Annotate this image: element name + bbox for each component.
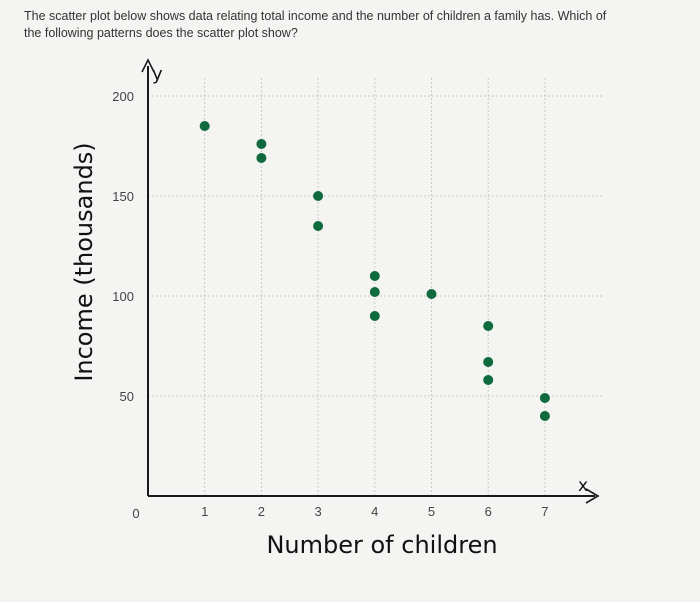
x-tick-label: 1 [201, 504, 208, 519]
x-tick-label: 2 [258, 504, 265, 519]
data-point [256, 139, 267, 149]
origin-label: 0 [132, 506, 139, 521]
x-tick-label: 4 [371, 504, 378, 519]
data-point [539, 411, 550, 421]
data-point [483, 375, 494, 385]
y-tick-label: 200 [112, 89, 134, 104]
x-tick-label: 7 [541, 504, 548, 519]
data-point [313, 191, 324, 201]
grid-lines [148, 78, 603, 496]
data-point [539, 393, 550, 403]
x-tick-label: 5 [428, 504, 435, 519]
y-tick-label: 100 [112, 289, 134, 304]
data-point [369, 271, 380, 281]
x-axis-symbol: x [578, 476, 588, 496]
y-tick-label: 50 [120, 389, 134, 404]
data-point [369, 287, 380, 297]
data-point [199, 121, 210, 131]
y-axis-symbol: y [152, 64, 163, 85]
axes [141, 58, 600, 504]
x-axis-arrow [585, 488, 600, 504]
data-point [483, 357, 494, 367]
data-point [313, 221, 324, 231]
y-axis-title: Income (thousands) [70, 142, 98, 381]
data-points [199, 121, 550, 421]
data-point [369, 311, 380, 321]
question-text: The scatter plot below shows data relati… [24, 9, 607, 40]
data-point [483, 321, 494, 331]
y-tick-label: 150 [112, 189, 134, 204]
x-tick-label: 3 [314, 504, 321, 519]
x-axis-title: Number of children [266, 531, 497, 559]
data-point [426, 289, 437, 299]
y-axis-arrow [141, 58, 155, 73]
tick-labels: 1 2 3 4 5 6 7 50 100 150 200 [112, 89, 548, 519]
data-point [256, 153, 267, 163]
x-tick-label: 6 [485, 504, 492, 519]
